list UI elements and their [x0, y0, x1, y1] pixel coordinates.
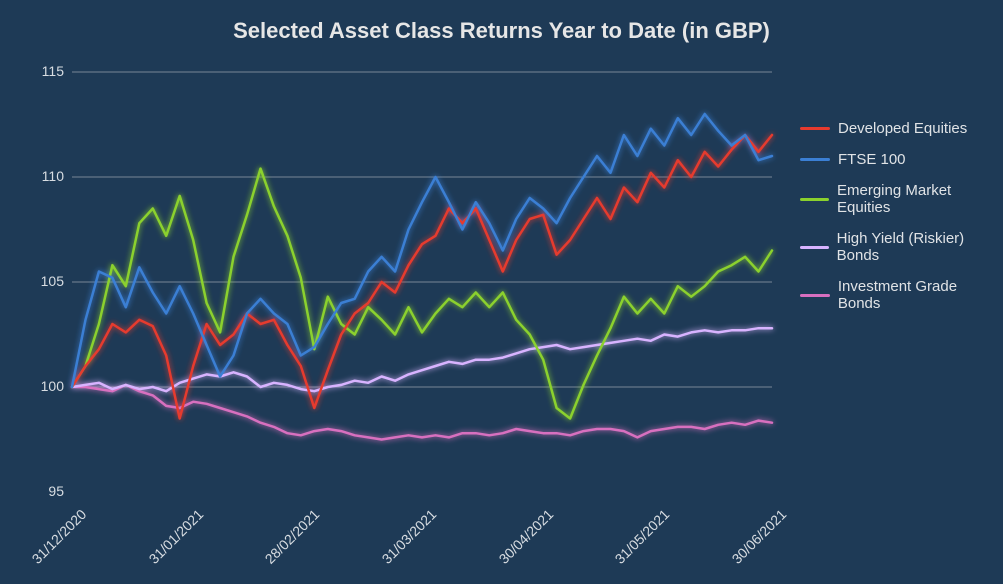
legend-label: Investment Grade Bonds — [838, 278, 1003, 312]
legend-item: FTSE 100 — [800, 151, 1003, 168]
y-tick-label: 110 — [22, 168, 64, 184]
legend-swatch — [800, 294, 830, 297]
legend-item: High Yield (Riskier) Bonds — [800, 230, 1003, 264]
legend-item: Emerging Market Equities — [800, 182, 1003, 216]
legend-label: Developed Equities — [838, 120, 967, 137]
x-tick-label: 31/12/2020 — [28, 506, 89, 567]
y-tick-label: 95 — [22, 483, 64, 499]
y-tick-label: 105 — [22, 273, 64, 289]
x-tick-label: 28/02/2021 — [262, 506, 323, 567]
chart-title: Selected Asset Class Returns Year to Dat… — [0, 18, 1003, 44]
series-line — [72, 385, 772, 440]
chart-svg — [72, 72, 772, 492]
x-tick-label: 31/03/2021 — [378, 506, 439, 567]
series-line — [72, 328, 772, 391]
y-tick-label: 100 — [22, 378, 64, 394]
series-line — [72, 114, 772, 387]
chart-container: Selected Asset Class Returns Year to Dat… — [0, 0, 1003, 584]
y-tick-label: 115 — [22, 63, 64, 79]
legend-item: Investment Grade Bonds — [800, 278, 1003, 312]
legend-label: Emerging Market Equities — [837, 182, 1003, 216]
plot-area — [72, 72, 772, 492]
legend-swatch — [800, 158, 830, 161]
legend-item: Developed Equities — [800, 120, 1003, 137]
legend-label: High Yield (Riskier) Bonds — [837, 230, 1003, 264]
legend-label: FTSE 100 — [838, 151, 906, 168]
legend-swatch — [800, 246, 829, 249]
x-tick-label: 31/05/2021 — [612, 506, 673, 567]
legend-swatch — [800, 198, 829, 201]
series-line — [72, 135, 772, 419]
x-tick-label: 30/06/2021 — [728, 506, 789, 567]
x-tick-label: 31/01/2021 — [145, 506, 206, 567]
legend: Developed Equities FTSE 100 Emerging Marke… — [800, 120, 1003, 312]
x-tick-label: 30/04/2021 — [495, 506, 556, 567]
legend-swatch — [800, 127, 830, 130]
